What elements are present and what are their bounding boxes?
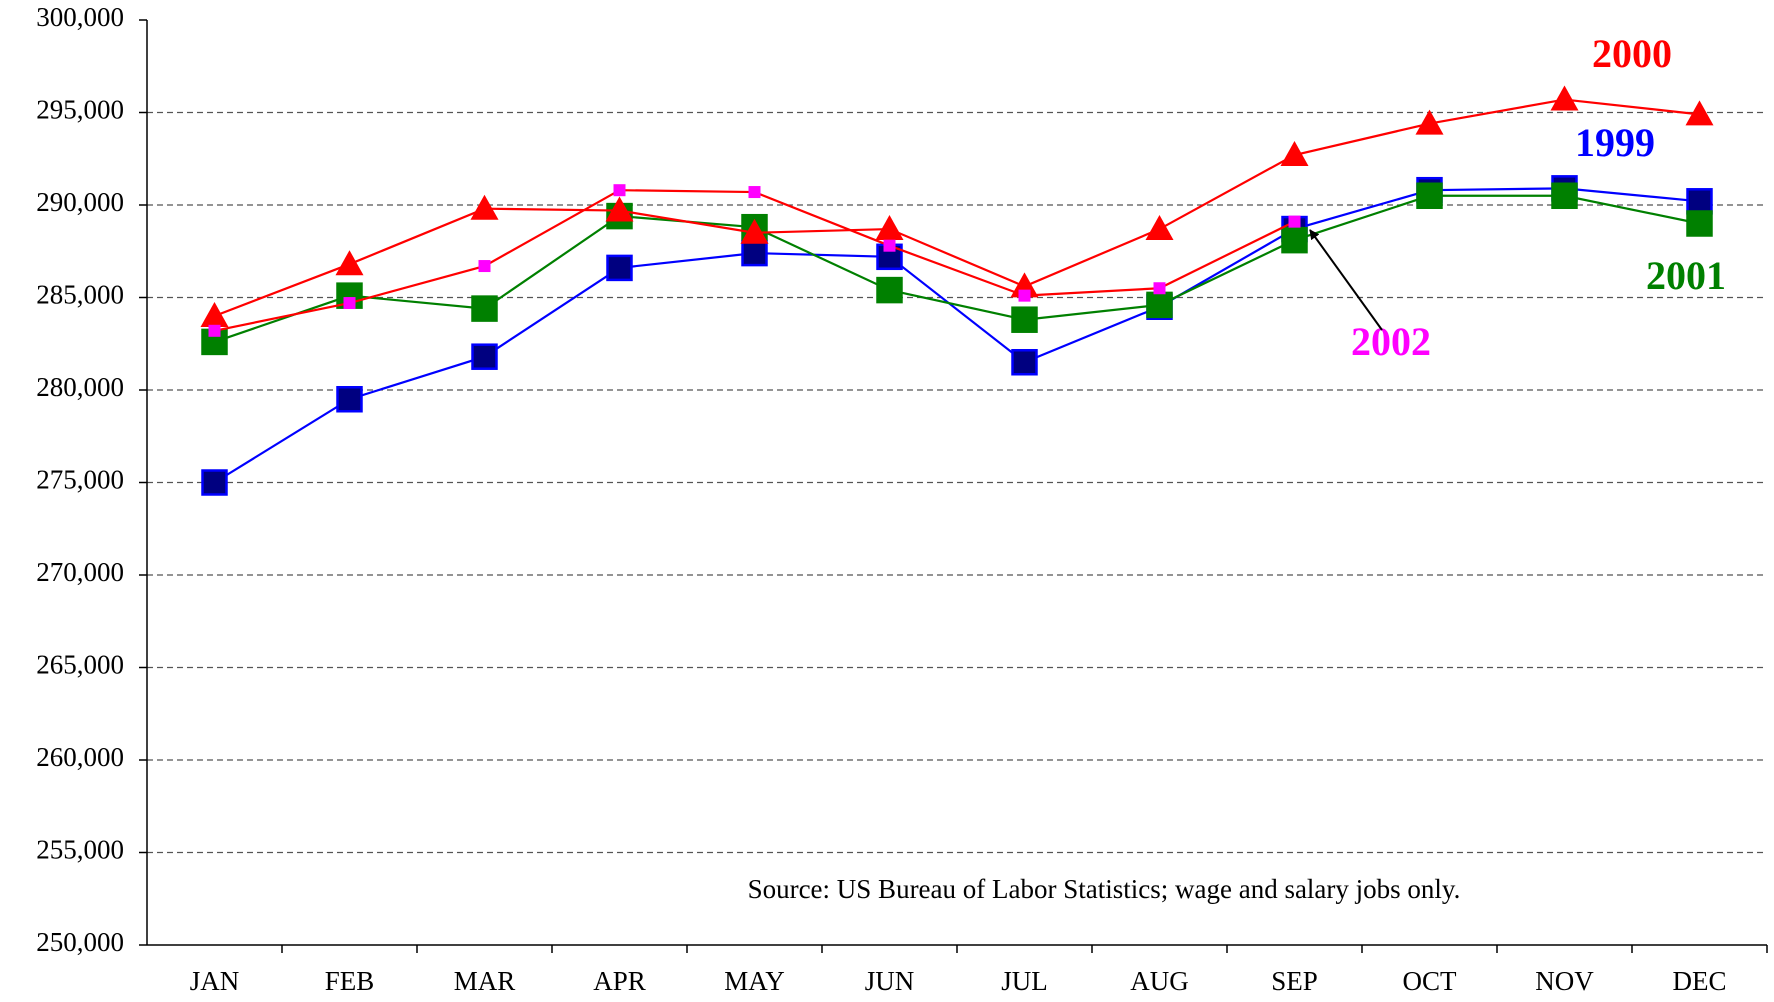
point-marker: [1416, 182, 1443, 209]
point-marker: [1281, 226, 1308, 254]
x-tick-label: OCT: [1403, 966, 1458, 996]
y-tick-label: 265,000: [36, 650, 124, 680]
x-tick-label: SEP: [1271, 966, 1318, 996]
y-tick-label: 285,000: [36, 280, 124, 310]
y-tick-label: 290,000: [36, 187, 124, 217]
y-tick-label: 300,000: [36, 2, 124, 32]
point-marker: [336, 386, 363, 413]
x-tick-label: MAY: [724, 966, 785, 996]
point-marker: [1288, 215, 1301, 228]
point-marker: [200, 302, 229, 327]
x-tick-label: AUG: [1130, 966, 1189, 996]
x-tick-label: DEC: [1673, 966, 1727, 996]
point-marker: [1018, 289, 1031, 302]
series-label: 2001: [1646, 253, 1726, 298]
x-tick-label: JAN: [190, 966, 240, 996]
point-marker: [335, 250, 364, 276]
point-marker: [201, 469, 228, 496]
series-line: [213, 187, 1700, 484]
point-marker: [606, 254, 633, 282]
point-marker: [1550, 85, 1579, 111]
annotation-arrow: [1309, 229, 1383, 331]
point-marker: [1146, 291, 1173, 319]
x-tick-label: JUN: [865, 966, 915, 996]
x-tick-label: JUL: [1001, 966, 1048, 996]
point-marker: [1010, 272, 1039, 298]
x-tick-label: FEB: [325, 966, 375, 996]
point-marker: [1011, 349, 1038, 376]
point-marker: [741, 239, 768, 267]
source-note: Source: US Bureau of Labor Statistics; w…: [748, 874, 1461, 904]
series-line: [214, 98, 1700, 318]
point-marker: [883, 239, 896, 252]
point-marker: [1551, 182, 1578, 209]
point-marker: [343, 297, 356, 310]
series-label: 2000: [1592, 31, 1672, 76]
point-marker: [876, 276, 903, 304]
y-tick-label: 270,000: [36, 557, 124, 587]
point-marker: [1685, 100, 1714, 126]
point-marker: [748, 186, 761, 199]
point-marker: [1145, 215, 1174, 241]
y-tick-label: 280,000: [36, 372, 124, 402]
series-label: 1999: [1575, 120, 1655, 165]
y-tick-label: 260,000: [36, 742, 124, 772]
x-tick-label: NOV: [1535, 966, 1594, 996]
point-marker: [471, 295, 498, 322]
point-marker: [471, 343, 498, 370]
y-tick-label: 255,000: [36, 835, 124, 865]
series-label: 2002: [1351, 319, 1431, 364]
point-marker: [470, 194, 499, 220]
y-tick-label: 250,000: [36, 927, 124, 957]
point-marker: [1011, 306, 1038, 333]
point-marker: [1686, 188, 1713, 215]
x-tick-label: APR: [593, 966, 646, 996]
point-marker: [1153, 282, 1166, 295]
point-marker: [740, 218, 769, 244]
point-marker: [605, 196, 634, 222]
x-tick-label: MAR: [454, 966, 516, 996]
y-tick-label: 295,000: [36, 95, 124, 125]
y-tick-label: 275,000: [36, 465, 124, 495]
point-marker: [1415, 109, 1444, 135]
point-marker: [875, 215, 904, 241]
point-marker: [208, 324, 221, 337]
series-line: [214, 194, 1700, 343]
point-marker: [478, 260, 491, 273]
point-marker: [1280, 141, 1309, 167]
point-marker: [613, 184, 626, 197]
point-marker: [1686, 210, 1713, 237]
